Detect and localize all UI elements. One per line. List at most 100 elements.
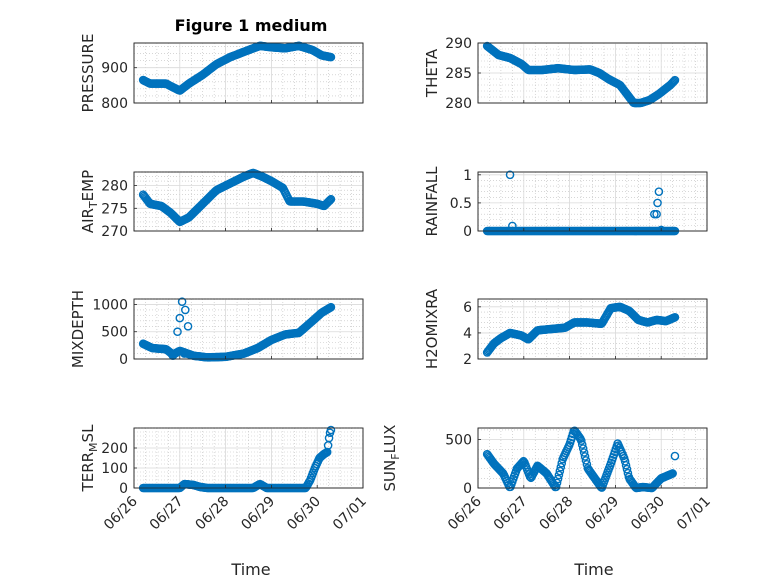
data-point [326,194,336,204]
y-axis-label: H2OMIXRA [423,288,441,369]
plot-border [477,298,708,360]
y-tick-label: 0.5 [450,196,472,212]
data-point [183,321,193,331]
y-axis-label: TERRMSL [79,424,100,493]
data-point [620,456,630,466]
data-point [556,462,566,472]
y-tick-label: 285 [445,66,472,82]
y-tick-label: 0 [463,224,472,240]
y-tick-label: 280 [101,179,128,195]
data-point [554,470,564,480]
plot-border [477,427,708,489]
data-point [323,197,333,207]
data-point [577,440,587,449]
data-point [670,451,680,461]
x-tick-label: 06/28 [537,494,577,534]
x-axis-label-left: Time [230,560,270,579]
y-tick-label: 200 [101,441,128,457]
data-point [505,170,515,180]
data-point [656,225,666,235]
y-tick-label: 0 [119,352,128,368]
y-tick-label: 0 [119,481,128,497]
x-tick-label: 06/26 [445,493,485,533]
data-point [173,327,182,337]
data-point [579,448,589,457]
data-point [324,433,334,443]
data-point [652,209,661,219]
y-tick-label: 500 [445,433,472,449]
data-point [621,460,631,470]
x-tick-label: 06/29 [238,494,278,534]
data-point [553,474,563,484]
data-point [577,436,586,445]
data-point [670,75,680,85]
y-tick-label: 800 [101,96,128,112]
y-tick-label: 280 [445,96,472,112]
x-tick-label: 06/30 [284,494,324,534]
y-tick-label: 290 [445,36,472,52]
x-tick-label: 06/27 [147,494,187,534]
data-point [670,312,680,322]
data-point [580,452,590,461]
plot-border [133,298,364,360]
y-tick-label: 0 [463,481,472,497]
y-tick-label: 1000 [92,297,128,313]
y-axis-label: RAINFALL [423,166,441,237]
axes-rainfall: 0 0.5 1 RAINFALL [423,166,708,240]
data-point [653,198,662,208]
x-tick-label: 06/29 [582,494,622,534]
y-tick-label: 270 [101,224,128,240]
plot-border [477,171,708,232]
x-tick-label: 06/28 [193,494,233,534]
y-axis-label: AIRTEMP [79,170,100,233]
x-axis-label-right: Time [573,560,613,579]
axes-mixdepth: 0 500 1000 MIXDEPTH [69,290,364,368]
y-tick-label: 500 [101,325,128,341]
y-axis-label: MIXDEPTH [69,290,87,368]
plot-border [133,171,364,232]
y-tick-label: 1 [463,168,472,184]
x-tick-label: 07/01 [330,494,370,534]
data-point [180,349,189,358]
y-axis-label: THETA [423,48,441,98]
data-point [654,187,664,196]
data-point [555,466,565,476]
data-point [325,195,335,205]
x-tick-label: 06/30 [628,494,668,534]
x-tick-label: 07/01 [674,494,714,534]
y-tick-label: 100 [101,461,128,477]
data-point [578,444,588,453]
data-point [581,456,591,465]
x-tick-label: 06/26 [101,493,141,533]
plot-border [133,42,364,104]
data-point [324,196,334,206]
data-point [180,305,190,315]
y-tick-label: 2 [463,352,472,368]
figure-title: Figure 1 medium [175,16,328,35]
data-point [326,302,336,312]
data-point [669,76,679,86]
data-point [177,297,187,307]
data-point [551,482,561,492]
axes-terr-msl: 0 100 200 06/26 06/27 06/28 06/29 06/30 07/01 TER… [79,424,370,533]
data-point [552,478,562,488]
data-point [326,52,336,62]
data-point [326,425,336,435]
y-tick-label: 900 [101,61,128,77]
axes-sun-flux: 0 500 06/26 06/27 06/28 06/29 06/30 07/01 SUNFLU… [381,425,714,534]
data-point [668,77,678,87]
plot-border [133,427,364,489]
y-tick-label: 6 [463,300,472,316]
x-tick-label: 06/27 [491,494,531,534]
axes-h2omixra: 2 4 6 H2OMIXRA [423,288,708,369]
y-axis-label: PRESSURE [79,34,97,113]
data-point [668,469,677,478]
data-point [175,313,185,323]
data-point [622,464,632,474]
y-tick-label: 4 [463,326,472,342]
data-point [508,221,517,231]
